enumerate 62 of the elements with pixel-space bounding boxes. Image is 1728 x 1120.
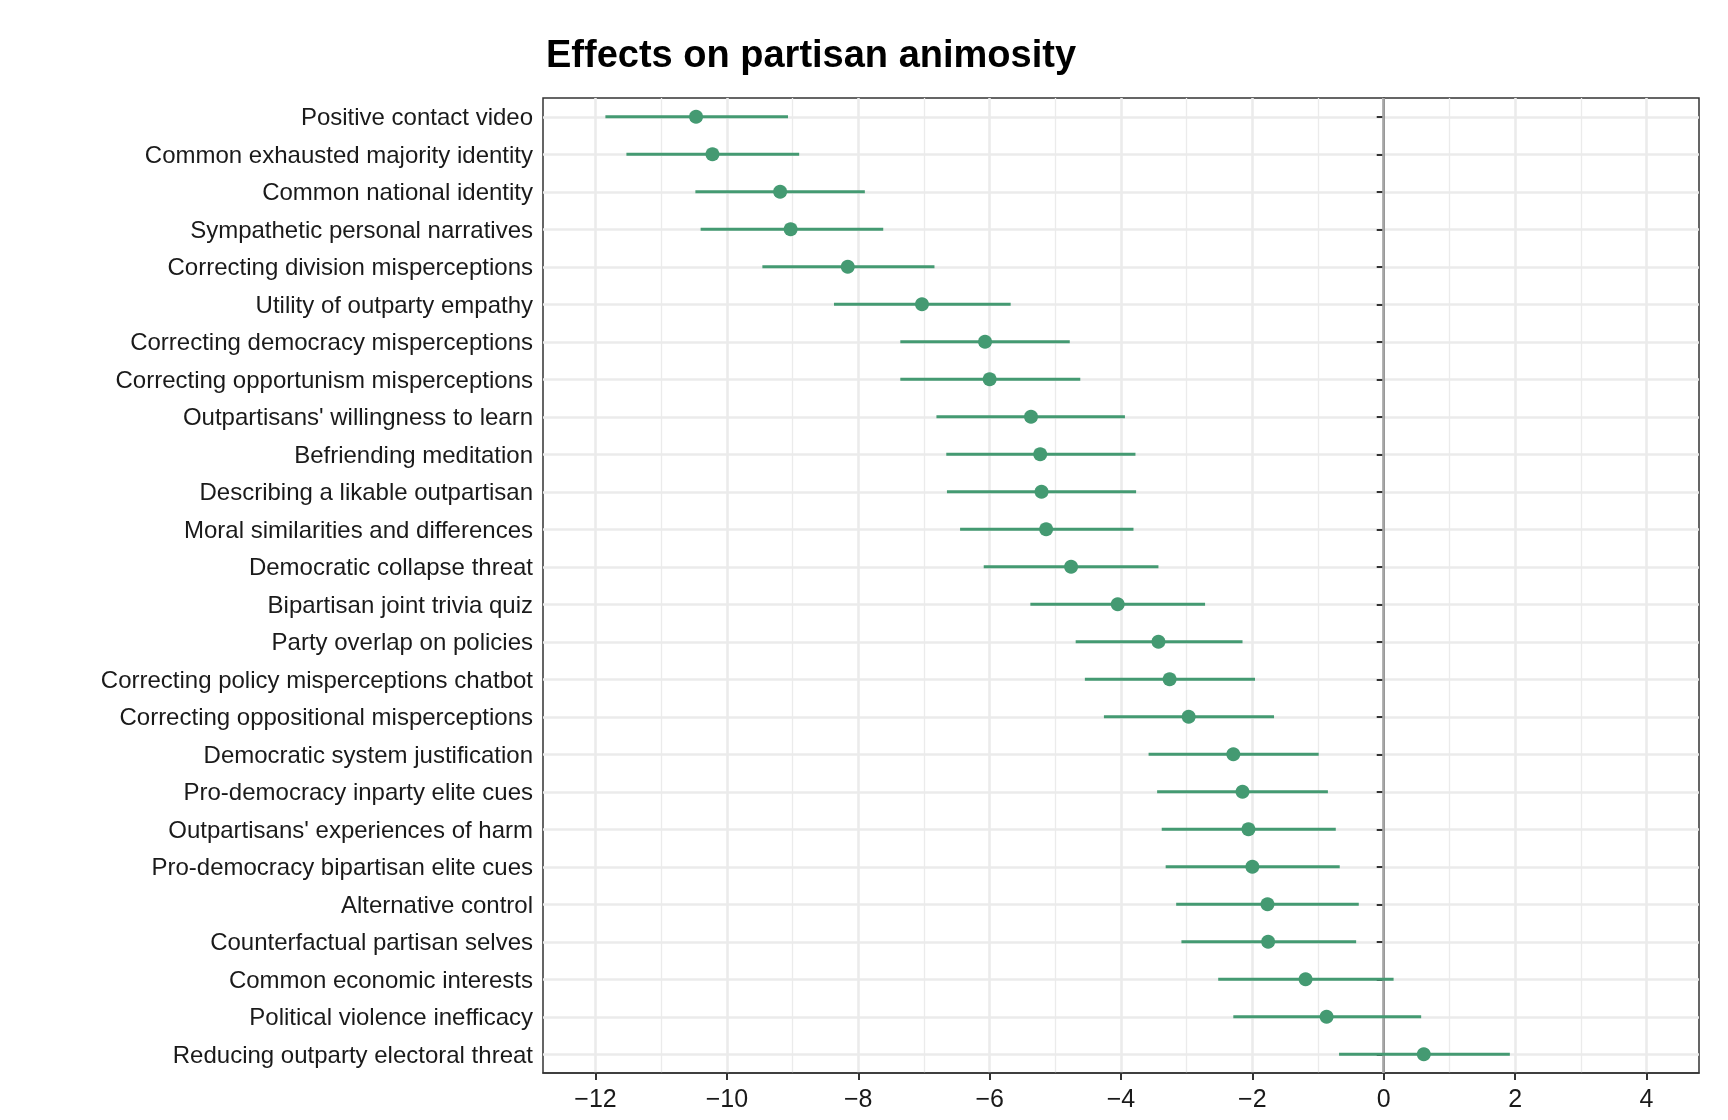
y-tick-label: Correcting democracy misperceptions	[130, 328, 533, 356]
x-tick-label: −12	[574, 1083, 617, 1112]
point	[1298, 972, 1313, 987]
y-tick-label: Outpartisans' willingness to learn	[182, 403, 533, 431]
y-tick-label: Bipartisan joint trivia quiz	[267, 590, 533, 618]
y-tick-label: Pro-democracy bipartisan elite cues	[151, 853, 533, 881]
y-tick-label: Alternative control	[340, 890, 533, 918]
point	[1034, 484, 1049, 499]
y-tick-label: Befriending meditation	[294, 440, 533, 468]
y-tick-label: Moral similarities and differences	[183, 515, 533, 543]
x-tick-label: 2	[1508, 1083, 1523, 1112]
point	[915, 297, 929, 312]
point	[840, 259, 855, 274]
x-tick-label: 4	[1639, 1083, 1654, 1112]
y-tick-label: Correcting oppositional misperceptions	[119, 703, 533, 731]
y-tick-label: Democratic system justification	[203, 740, 533, 768]
point	[1110, 597, 1125, 612]
point	[1024, 409, 1039, 424]
y-tick-label: Positive contact video	[300, 103, 533, 131]
point	[1039, 522, 1054, 537]
y-tick-label: Sympathetic personal narratives	[190, 215, 533, 243]
y-tick-label: Pro-democracy inparty elite cues	[183, 778, 533, 806]
point	[1260, 897, 1275, 912]
point	[783, 222, 798, 237]
x-tick-label: −4	[1106, 1083, 1136, 1112]
point	[1261, 934, 1276, 949]
y-tick-label: Counterfactual partisan selves	[210, 928, 533, 956]
point	[1064, 559, 1079, 574]
x-tick-label: −6	[975, 1083, 1004, 1112]
x-tick-label: −2	[1238, 1083, 1267, 1112]
point	[773, 184, 788, 199]
point	[1245, 859, 1260, 874]
y-tick-label: Describing a likable outpartisan	[199, 478, 533, 506]
y-tick-label: Party overlap on policies	[271, 628, 533, 656]
y-tick-label: Political violence inefficacy	[249, 1003, 533, 1031]
point	[978, 334, 993, 349]
chart-title: Effects on partisan animosity	[546, 33, 1077, 75]
y-tick-label: Correcting division misperceptions	[167, 253, 533, 281]
y-tick-label: Common economic interests	[228, 965, 533, 993]
x-tick-label: −8	[844, 1083, 873, 1112]
y-tick-label: Correcting opportunism misperceptions	[115, 365, 533, 393]
point	[982, 372, 997, 387]
y-tick-label: Utility of outparty empathy	[255, 290, 533, 318]
x-tick-label: 0	[1376, 1083, 1391, 1112]
y-tick-label: Reducing outparty electoral threat	[172, 1040, 534, 1068]
point	[705, 147, 720, 162]
y-tick-label: Correcting policy misperceptions chatbot	[100, 665, 534, 693]
point	[689, 109, 704, 124]
point	[1181, 709, 1196, 724]
point	[1162, 672, 1177, 687]
y-tick-label: Outpartisans' experiences of harm	[168, 815, 533, 843]
y-tick-label: Common exhausted majority identity	[144, 140, 533, 168]
point	[1226, 747, 1241, 762]
point	[1319, 1009, 1334, 1024]
y-tick-label: Common national identity	[262, 178, 533, 206]
point	[1416, 1047, 1431, 1062]
point	[1235, 784, 1250, 799]
point	[1151, 634, 1166, 649]
point	[1033, 447, 1048, 462]
point	[1241, 822, 1256, 837]
x-tick-label: −10	[705, 1083, 749, 1112]
y-tick-label: Democratic collapse threat	[248, 553, 534, 581]
